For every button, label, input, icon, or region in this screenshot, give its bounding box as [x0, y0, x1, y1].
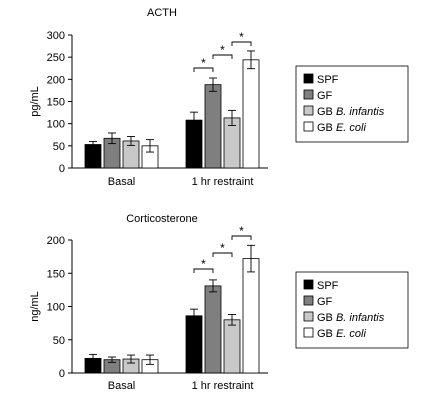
significance-star: * — [239, 30, 244, 44]
significance-bracket — [231, 235, 252, 240]
y-axis-label: ng/mL — [29, 291, 41, 322]
legend-label-species: E. coli — [336, 122, 367, 134]
legend-box — [295, 271, 409, 349]
x-category-label: 1 hr restraint — [192, 380, 254, 392]
bar — [242, 59, 260, 169]
y-tick-label: 150 — [47, 97, 65, 109]
bar — [242, 258, 260, 374]
legend-swatch — [303, 279, 314, 290]
legend-label-text: SPF — [317, 280, 339, 292]
bar — [223, 319, 241, 374]
chart-title: Corticosterone — [126, 213, 198, 225]
y-tick-label: 0 — [59, 163, 65, 175]
y-tick-label: 150 — [47, 268, 65, 280]
legend-swatch — [303, 327, 314, 338]
x-category-label: Basal — [108, 176, 136, 188]
legend-label-text: GF — [317, 296, 333, 308]
legend-label: GF — [317, 90, 333, 102]
y-tick-label: 200 — [47, 235, 65, 247]
legend-label: GB B. infantis — [317, 106, 385, 118]
y-axis-label: pg/mL — [29, 86, 41, 117]
acth-chart: ACTH pg/mL 0 50 100 150 200 250 300 Basal 1 hr res… — [29, 7, 409, 188]
corticosterone-chart: Corticosterone ng/mL 0 50 100 150 200 Basal 1 hr… — [29, 213, 409, 392]
legend-swatch — [303, 295, 314, 306]
significance-bracket — [193, 67, 214, 72]
legend-label-species: B. infantis — [336, 106, 385, 118]
bar — [204, 84, 222, 169]
legend-label-species: E. coli — [336, 328, 367, 340]
legend-label: SPF — [317, 280, 339, 292]
significance-bracket — [193, 268, 214, 273]
significance-star: * — [220, 241, 225, 255]
y-tick-label: 100 — [47, 302, 65, 314]
y-tick-label: 0 — [59, 368, 65, 380]
significance-star: * — [201, 56, 206, 70]
y-tick-label: 50 — [53, 141, 65, 153]
significance-bracket — [231, 41, 252, 46]
legend-label-text: SPF — [317, 74, 339, 86]
legend-label-text: GB — [317, 312, 336, 324]
legend-swatch — [303, 105, 314, 116]
legend-label-text: GB — [317, 122, 336, 134]
y-tick-label: 250 — [47, 52, 65, 64]
legend-swatch — [303, 121, 314, 132]
y-tick-label: 100 — [47, 119, 65, 131]
legend-label: GB E. coli — [317, 328, 366, 340]
legend-label-text: GB — [317, 106, 336, 118]
significance-bracket — [212, 252, 233, 257]
significance-star: * — [220, 43, 225, 57]
y-tick-label: 300 — [47, 30, 65, 42]
legend-label: GB B. infantis — [317, 312, 385, 324]
bar — [185, 315, 203, 374]
legend-swatch — [303, 73, 314, 84]
y-tick-label: 200 — [47, 74, 65, 86]
legend-swatch — [303, 89, 314, 100]
x-category-label: 1 hr restraint — [192, 176, 254, 188]
x-category-label: Basal — [108, 380, 136, 392]
legend-swatch — [303, 311, 314, 322]
legend-label: GB E. coli — [317, 122, 366, 134]
significance-bracket — [212, 54, 233, 59]
legend-label-text: GB — [317, 328, 336, 340]
legend-label-species: B. infantis — [336, 312, 385, 324]
legend-label: GF — [317, 296, 333, 308]
legend-label: SPF — [317, 74, 339, 86]
chart-title: ACTH — [147, 7, 177, 19]
significance-star: * — [201, 257, 206, 271]
legend-box — [295, 65, 409, 143]
significance-star: * — [239, 224, 244, 238]
bar — [204, 285, 222, 374]
y-tick-label: 50 — [53, 335, 65, 347]
legend-label-text: GF — [317, 90, 333, 102]
